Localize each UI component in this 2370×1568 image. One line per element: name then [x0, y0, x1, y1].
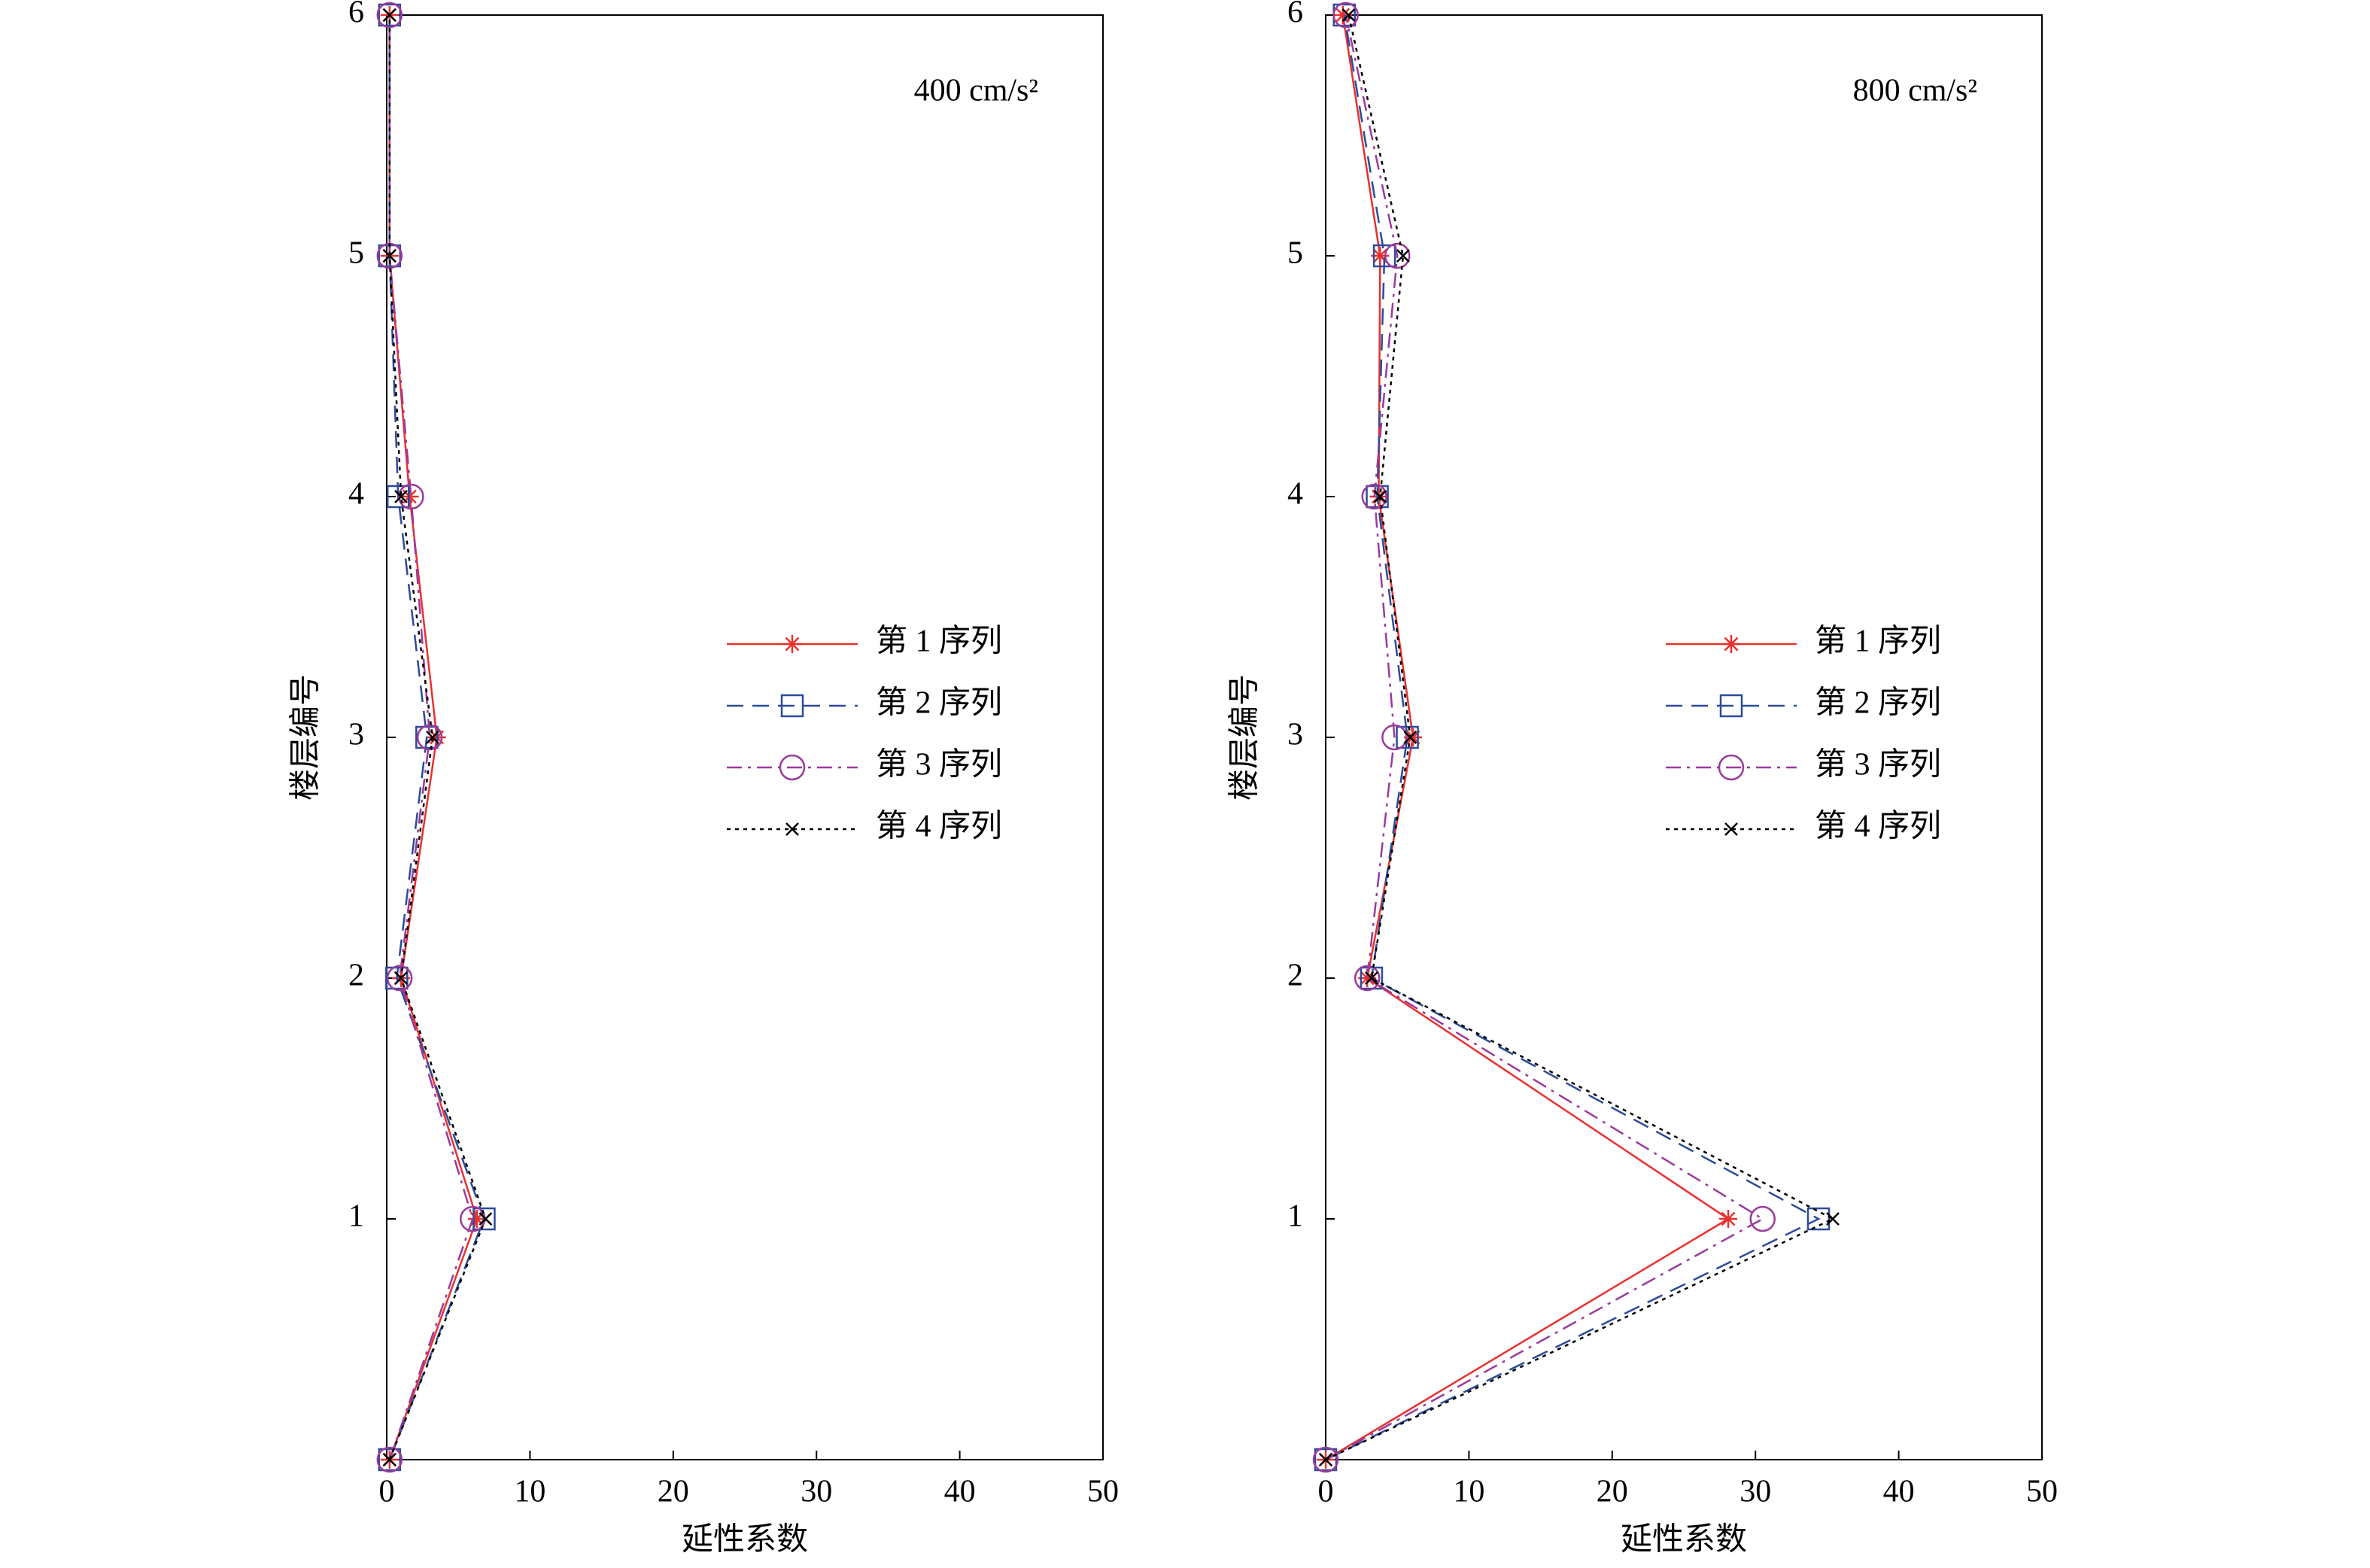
- x-tick-label: 50: [2026, 1475, 2058, 1509]
- marker-x: [479, 1212, 493, 1226]
- marker-circle: [1361, 483, 1387, 510]
- y-tick-label: 1: [348, 1199, 364, 1234]
- marker-x: [1373, 490, 1387, 503]
- y-tick-label: 4: [348, 477, 364, 512]
- series-line: [1325, 14, 1821, 1461]
- y-tick-label: 1: [1287, 1199, 1303, 1234]
- x-tick-label: 10: [1453, 1475, 1484, 1509]
- annotation: 800 cm/s²: [1853, 74, 1977, 108]
- marker-circle: [376, 2, 403, 29]
- legend-label: 第 2 序列: [1815, 686, 1941, 721]
- x-tick-label: 0: [1318, 1475, 1334, 1509]
- marker-square: [1314, 1448, 1338, 1472]
- plot-frame: [1325, 14, 2043, 1460]
- marker-circle: [416, 724, 443, 751]
- legend-label: 第 2 序列: [876, 686, 1002, 721]
- marker-circle: [398, 483, 424, 510]
- marker-square: [1396, 725, 1419, 749]
- marker-square: [378, 1448, 402, 1472]
- marker-circle: [1381, 724, 1408, 751]
- marker-square: [378, 3, 402, 27]
- series-line: [1325, 14, 1765, 1461]
- series-line: [1325, 14, 1835, 1461]
- marker-circle: [1749, 1205, 1776, 1232]
- marker-circle: [1384, 242, 1411, 269]
- marker-square: [1806, 1207, 1831, 1231]
- legend-label: 第 4 序列: [876, 810, 1002, 844]
- y-axis-label: 楼层编号: [289, 674, 324, 801]
- plot-frame: [386, 14, 1104, 1460]
- legend-marker: [1718, 754, 1745, 781]
- y-tick-label: 6: [348, 0, 364, 30]
- y-tick-label: 6: [1287, 0, 1303, 30]
- marker-x: [1319, 1453, 1332, 1466]
- x-axis-label: 延性系数: [682, 1523, 808, 1557]
- legend-label: 第 1 序列: [876, 624, 1002, 659]
- marker-circle: [1332, 2, 1359, 29]
- marker-x: [382, 8, 397, 22]
- marker-star: [1358, 969, 1377, 987]
- marker-star: [1404, 728, 1423, 746]
- marker-circle: [1312, 1446, 1339, 1473]
- legend-label: 第 3 序列: [876, 748, 1002, 782]
- marker-star: [1333, 6, 1352, 24]
- marker-star: [467, 1210, 486, 1228]
- marker-x: [1396, 249, 1410, 263]
- marker-square: [386, 485, 410, 509]
- legend-marker: [783, 635, 801, 653]
- x-tick-label: 20: [1597, 1475, 1628, 1509]
- marker-circle: [386, 965, 413, 992]
- annotation: 400 cm/s²: [914, 74, 1038, 108]
- marker-star: [1369, 488, 1388, 506]
- marker-x: [1341, 8, 1356, 22]
- legend-marker: [779, 754, 806, 781]
- y-tick-label: 2: [348, 959, 364, 993]
- y-tick-label: 5: [348, 236, 364, 271]
- series-line: [1325, 14, 1730, 1461]
- x-tick-label: 20: [658, 1475, 689, 1509]
- marker-x: [394, 971, 408, 985]
- marker-x: [1826, 1212, 1840, 1226]
- marker-x: [1403, 731, 1417, 744]
- y-axis-label: 楼层编号: [1228, 674, 1262, 801]
- y-tick-label: 2: [1287, 959, 1303, 993]
- marker-x: [394, 490, 408, 503]
- x-tick-label: 40: [944, 1475, 976, 1509]
- marker-circle: [1354, 965, 1381, 992]
- legend-marker: [785, 822, 799, 836]
- legend-label: 第 3 序列: [1815, 748, 1941, 782]
- x-tick-label: 50: [1087, 1475, 1119, 1509]
- marker-x: [1365, 971, 1378, 985]
- y-tick-label: 3: [1287, 718, 1303, 752]
- x-tick-label: 40: [1883, 1475, 1915, 1509]
- marker-circle: [376, 1446, 403, 1473]
- marker-x: [426, 731, 439, 744]
- x-tick-label: 30: [801, 1475, 832, 1509]
- marker-square: [385, 966, 409, 990]
- marker-x: [382, 249, 397, 263]
- x-tick-label: 0: [379, 1475, 395, 1509]
- legend-marker: [1724, 822, 1738, 836]
- x-tick-label: 30: [1740, 1475, 1771, 1509]
- legend-label: 第 4 序列: [1815, 810, 1941, 844]
- marker-square: [1366, 485, 1389, 509]
- y-tick-label: 3: [348, 718, 364, 752]
- x-tick-label: 10: [514, 1475, 545, 1509]
- legend-marker: [1722, 635, 1740, 653]
- marker-x: [382, 1453, 397, 1466]
- legend-marker: [1719, 694, 1743, 718]
- marker-square: [1372, 244, 1396, 268]
- y-tick-label: 5: [1287, 236, 1303, 271]
- x-axis-label: 延性系数: [1621, 1523, 1747, 1557]
- series-line: [388, 15, 474, 1460]
- legend-marker: [780, 694, 804, 718]
- marker-square: [415, 725, 439, 749]
- y-tick-label: 4: [1287, 477, 1303, 512]
- marker-star: [1371, 247, 1390, 265]
- marker-star: [1719, 1210, 1738, 1228]
- legend-label: 第 1 序列: [1815, 624, 1941, 659]
